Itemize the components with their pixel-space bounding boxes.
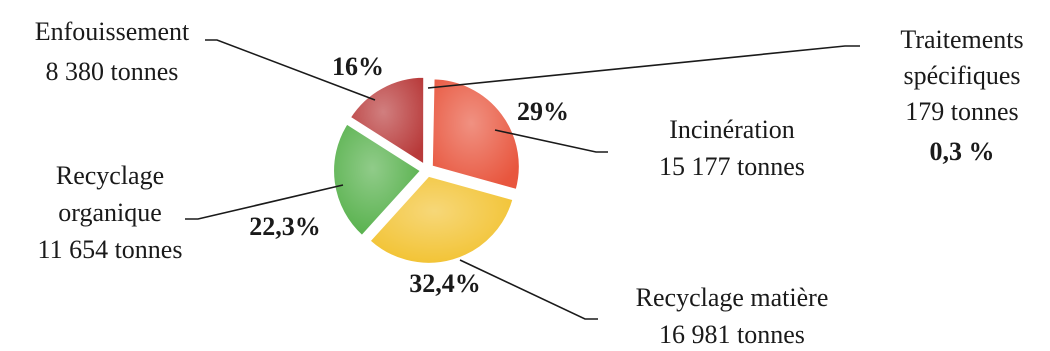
pie-slices — [332, 75, 521, 265]
value-incineration: 15 177 tonnes — [659, 152, 805, 181]
leader-line-recyclage-organique — [185, 184, 344, 220]
leader-line-incineration — [494, 129, 608, 153]
pie-slice-shine-enfouissement — [349, 76, 425, 165]
label-recyclage-organique-line1: Recyclage — [56, 161, 164, 190]
label-enfouissement: Enfouissement — [35, 17, 190, 46]
leader-lines — [185, 39, 860, 320]
pie-slice-shine-traitements-specifiques — [427, 76, 429, 165]
percent-enfouissement: 16% — [332, 52, 384, 81]
label-traitements-line2: spécifiques — [904, 61, 1021, 90]
percent-incineration: 29% — [517, 97, 569, 126]
label-recyclage-matiere: Recyclage matière — [636, 283, 829, 312]
label-recyclage-organique-line2: organique — [58, 198, 162, 227]
label-traitements-line1: Traitements — [900, 25, 1023, 54]
label-incineration: Incinération — [669, 115, 795, 144]
value-recyclage-matiere: 16 981 tonnes — [659, 320, 805, 349]
leader-line-traitements — [427, 45, 860, 89]
percent-traitements: 0,3 % — [930, 137, 995, 166]
pie-slice-shine-recyclage-matiere — [369, 175, 514, 264]
leader-line-recyclage-matiere — [459, 259, 598, 320]
percent-recyclage-matiere: 32,4% — [409, 269, 481, 298]
pie-slice-shine-recyclage-organique — [333, 123, 422, 237]
value-traitements: 179 tonnes — [905, 97, 1018, 126]
value-recyclage-organique: 11 654 tonnes — [38, 235, 183, 264]
value-enfouissement: 8 380 tonnes — [46, 57, 179, 86]
pie-slice-shine-incineration — [431, 78, 520, 191]
leader-line-enfouissement — [205, 39, 376, 101]
percent-recyclage-organique: 22,3% — [249, 212, 321, 241]
